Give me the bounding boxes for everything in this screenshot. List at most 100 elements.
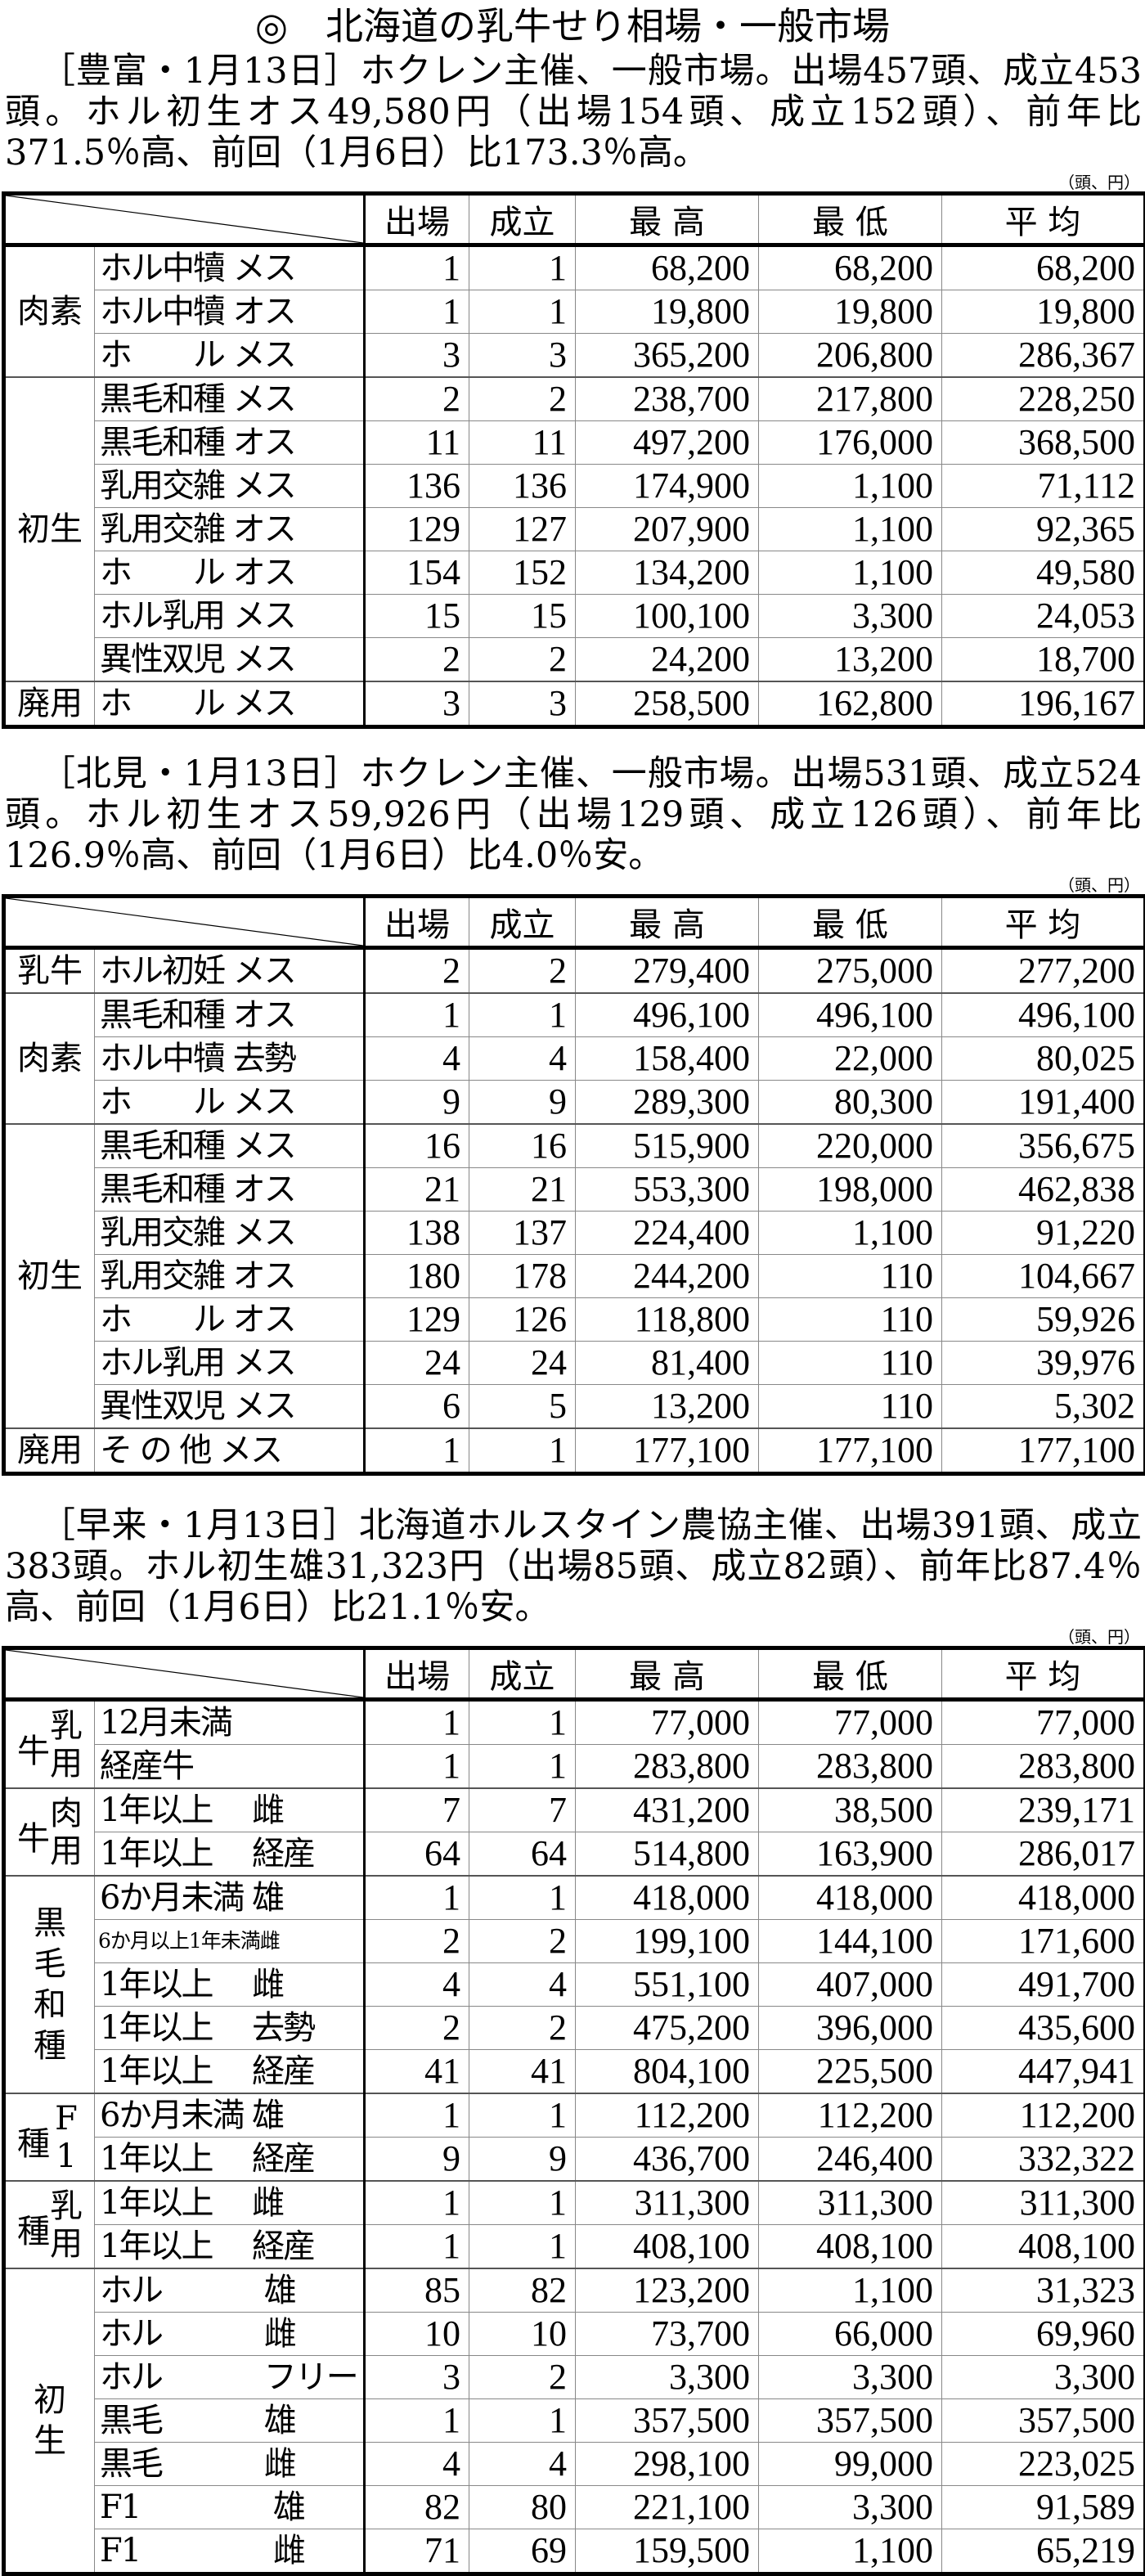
price-max: 13,200 xyxy=(576,1385,759,1429)
count-listed: 4 xyxy=(365,1037,469,1081)
price-avg: 24,053 xyxy=(942,595,1145,638)
price-avg: 39,976 xyxy=(942,1342,1145,1385)
price-avg: 91,220 xyxy=(942,1212,1145,1255)
price-avg: 59,926 xyxy=(942,1298,1145,1342)
price-avg: 447,941 xyxy=(942,2050,1145,2094)
count-sold: 1 xyxy=(469,1428,576,1474)
count-listed: 136 xyxy=(365,465,469,508)
group-label: 廃用 xyxy=(4,1428,95,1474)
group-label-composite: 牛乳用 xyxy=(6,1707,94,1783)
row-label: 乳用交雑 オス xyxy=(95,1255,365,1298)
price-min: 144,100 xyxy=(759,1920,942,1963)
price-avg: 223,025 xyxy=(942,2443,1145,2486)
price-min: 22,000 xyxy=(759,1037,942,1081)
count-sold: 4 xyxy=(469,1963,576,2007)
price-min: 66,000 xyxy=(759,2313,942,2356)
group-label-text: 廃用 xyxy=(17,1432,83,1469)
count-sold: 1 xyxy=(469,245,576,290)
price-avg: 71,112 xyxy=(942,465,1145,508)
group-label-text: 肉素 xyxy=(17,293,83,330)
price-avg: 18,700 xyxy=(942,638,1145,682)
price-avg: 3,300 xyxy=(942,2356,1145,2399)
price-max: 174,900 xyxy=(576,465,759,508)
count-sold: 1 xyxy=(469,2181,576,2225)
group-label-text: 初生 xyxy=(34,2380,66,2461)
price-min: 176,000 xyxy=(759,421,942,465)
count-listed: 6 xyxy=(365,1385,469,1429)
price-min: 177,100 xyxy=(759,1428,942,1474)
row-label: ホ ル オス xyxy=(95,1298,365,1342)
price-min: 275,000 xyxy=(759,948,942,994)
price-avg: 356,675 xyxy=(942,1124,1145,1168)
column-header: 成立 xyxy=(469,194,576,245)
column-header: 成立 xyxy=(469,897,576,948)
price-avg: 80,025 xyxy=(942,1037,1145,1081)
price-avg: 196,167 xyxy=(942,681,1145,727)
count-sold: 80 xyxy=(469,2486,576,2529)
count-listed: 4 xyxy=(365,1963,469,2007)
price-max: 497,200 xyxy=(576,421,759,465)
row-label: 乳用交雑 メス xyxy=(95,1212,365,1255)
row-label: 1年以上 経産 xyxy=(95,1832,365,1877)
price-avg: 332,322 xyxy=(942,2138,1145,2182)
page-title: ◎ 北海道の乳牛せり相場・一般市場 xyxy=(0,2,1145,51)
price-max: 123,200 xyxy=(576,2268,759,2313)
price-min: 163,900 xyxy=(759,1832,942,1877)
count-listed: 154 xyxy=(365,551,469,595)
price-max: 224,400 xyxy=(576,1212,759,1255)
group-label: 牛肉用 xyxy=(4,1788,95,1876)
price-min: 99,000 xyxy=(759,2443,942,2486)
row-label: 1年以上 雌 xyxy=(95,1788,365,1832)
count-sold: 127 xyxy=(469,508,576,551)
group-label-main: 牛 xyxy=(17,1732,50,1771)
price-max: 238,700 xyxy=(576,377,759,421)
count-sold: 2 xyxy=(469,1920,576,1963)
count-sold: 1 xyxy=(469,1700,576,1745)
row-label: ホル中犢 去勢 xyxy=(95,1037,365,1081)
price-min: 3,300 xyxy=(759,2356,942,2399)
count-sold: 82 xyxy=(469,2268,576,2313)
price-avg: 92,365 xyxy=(942,508,1145,551)
price-max: 24,200 xyxy=(576,638,759,682)
price-avg: 104,667 xyxy=(942,1255,1145,1298)
group-label: 黒毛和種 xyxy=(4,1876,95,2093)
row-label: 黒毛和種 メス xyxy=(95,1124,365,1168)
unit-label: （頭、円） xyxy=(0,173,1140,191)
price-max: 496,100 xyxy=(576,993,759,1037)
price-min: 110 xyxy=(759,1255,942,1298)
count-listed: 15 xyxy=(365,595,469,638)
price-max: 158,400 xyxy=(576,1037,759,1081)
price-avg: 311,300 xyxy=(942,2181,1145,2225)
price-max: 221,100 xyxy=(576,2486,759,2529)
count-listed: 1 xyxy=(365,1745,469,1789)
count-listed: 16 xyxy=(365,1124,469,1168)
count-listed: 2 xyxy=(365,377,469,421)
header-row: 出場成立最 高最 低平 均 xyxy=(4,897,1145,948)
diagonal-corner-cell xyxy=(4,1648,365,1700)
market-summary-kitami: ［北見・1月13日］ホクレン主催、一般市場。出場531頭、成立524頭。ホル初生… xyxy=(5,753,1142,876)
count-listed: 71 xyxy=(365,2529,469,2574)
price-max: 418,000 xyxy=(576,1876,759,1920)
row-label: ホル フリー xyxy=(95,2356,365,2399)
price-avg: 239,171 xyxy=(942,1788,1145,1832)
price-min: 198,000 xyxy=(759,1168,942,1212)
price-max: 118,800 xyxy=(576,1298,759,1342)
price-min: 80,300 xyxy=(759,1081,942,1125)
market-summary-toyotomi: ［豊富・1月13日］ホクレン主催、一般市場。出場457頭、成立453頭。ホル初生… xyxy=(5,51,1142,173)
count-sold: 4 xyxy=(469,2443,576,2486)
